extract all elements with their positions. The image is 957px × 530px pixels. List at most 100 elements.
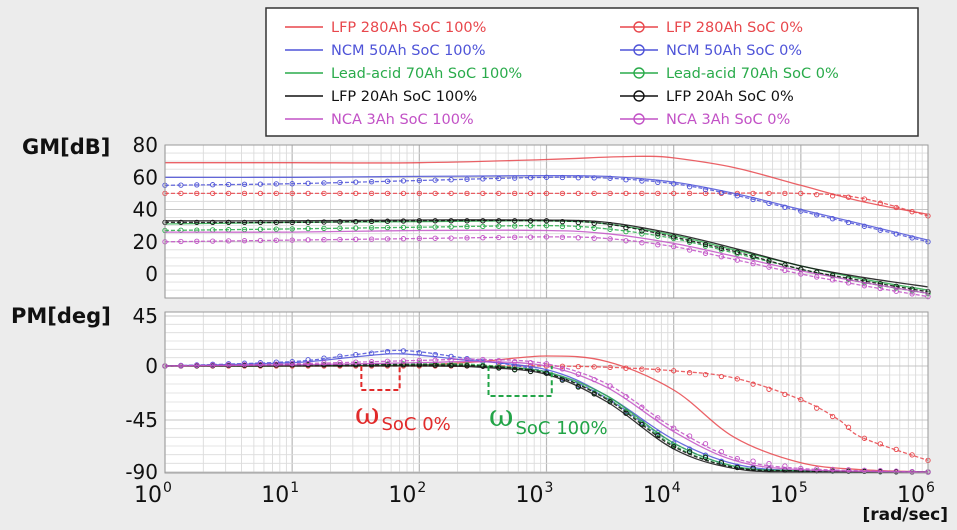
gain-series-marker: [623, 225, 629, 231]
gain-ytick-label: 0: [145, 262, 158, 286]
gain-series-marker: [496, 223, 502, 229]
gain-series-marker: [273, 237, 279, 243]
phase-series-marker: [178, 363, 184, 369]
phase-series-marker: [416, 357, 422, 364]
gain-series-marker: [448, 190, 454, 197]
gain-series-marker: [178, 190, 184, 197]
gain-series-marker: [814, 274, 820, 280]
x-tick-label: 106: [897, 480, 935, 508]
gain-series-marker: [686, 184, 693, 190]
legend-swatch-marker: [633, 44, 645, 56]
gain-series-marker: [750, 190, 756, 197]
phase-ytick-label: -90: [125, 460, 158, 484]
gain-series-marker: [384, 178, 391, 184]
phase-series-marker: [607, 383, 613, 389]
gain-series-marker: [845, 219, 852, 226]
gain-series-marker: [702, 250, 709, 256]
gain-series-marker: [257, 190, 264, 197]
phase-series-marker: [861, 435, 868, 441]
gain-series-marker: [384, 224, 391, 231]
phase-series-marker: [877, 441, 883, 447]
x-tick-label: 105: [770, 480, 808, 508]
phase-series-marker: [194, 362, 200, 369]
gain-series-marker: [702, 190, 709, 197]
phase-series-marker: [225, 362, 232, 368]
gain-series-marker: [225, 190, 232, 197]
x-axis-unit-label: [rad/sec]: [863, 505, 949, 525]
gain-series-marker: [750, 253, 756, 260]
gain-series-marker: [305, 190, 311, 197]
gain-series-marker: [639, 231, 645, 237]
gain-series-marker: [527, 234, 534, 240]
phase-series-marker: [353, 362, 359, 368]
gain-series-marker: [512, 234, 518, 240]
legend-swatch-marker: [633, 21, 645, 33]
gain-series-marker: [210, 219, 216, 226]
legend-box: [265, 7, 919, 137]
phase-series-marker: [655, 367, 661, 373]
gain-series-marker: [337, 190, 343, 197]
gain-series-marker: [607, 221, 613, 228]
phase-series-marker: [464, 356, 470, 363]
gain-series-marker: [734, 257, 740, 263]
gain-series-marker: [893, 231, 899, 237]
gain-series-marker: [432, 224, 438, 230]
gain-ytick-label: 80: [133, 133, 158, 157]
phase-series-marker: [368, 359, 375, 365]
gain-series-marker: [464, 223, 470, 230]
gain-series-marker: [861, 283, 868, 289]
gain-series-marker: [305, 219, 311, 225]
gain-series-marker: [178, 182, 184, 188]
phase-series-marker: [686, 433, 693, 439]
omega-soc100-label: ω SoC 100%: [489, 399, 608, 439]
gain-series-marker: [909, 235, 915, 241]
gain-series-marker: [671, 234, 677, 240]
phase-series-marker: [305, 357, 311, 363]
legend-entry-label: LFP 20Ah SoC 100%: [331, 89, 477, 105]
gain-series-marker: [416, 190, 422, 197]
gain-series-marker: [798, 208, 804, 214]
gain-ytick-label: 20: [133, 230, 158, 254]
phase-series-marker: [384, 348, 391, 355]
gain-ytick-label: 60: [133, 165, 158, 189]
gain-series-marker: [512, 218, 518, 224]
gain-series-line: [165, 155, 929, 215]
phase-series-marker: [909, 452, 915, 458]
phase-series-marker: [845, 467, 852, 473]
phase-series-marker: [639, 366, 645, 372]
gain-series-marker: [337, 179, 343, 186]
gain-series-marker: [353, 236, 359, 242]
gain-series-marker: [798, 271, 804, 277]
gain-series-marker: [337, 236, 343, 243]
phase-series-marker: [718, 373, 725, 380]
gain-series-marker: [591, 175, 597, 181]
gain-series-marker: [480, 235, 486, 241]
gain-series-marker: [607, 175, 613, 181]
legend-entry-label: LFP 20Ah SoC 0%: [666, 89, 794, 105]
phase-series-marker: [432, 351, 438, 358]
gain-series-marker: [305, 180, 311, 186]
gain-series-marker: [782, 267, 788, 274]
gain-series-marker: [273, 190, 279, 197]
gain-series-marker: [210, 190, 216, 197]
gain-series-marker: [512, 190, 518, 197]
phase-series-marker: [512, 359, 518, 365]
gain-series-marker: [639, 240, 645, 246]
phase-series-marker: [337, 353, 343, 359]
gain-series-marker: [559, 223, 566, 230]
gain-series-marker: [225, 219, 232, 226]
gain-series-marker: [432, 177, 438, 183]
phase-series-marker: [766, 386, 772, 392]
phase-series-marker: [480, 356, 486, 363]
phase-ytick-label: 45: [133, 304, 158, 328]
phase-series-marker: [480, 363, 486, 369]
gain-series-marker: [448, 235, 454, 241]
phase-series-marker: [734, 464, 740, 471]
phase-series-marker: [718, 460, 725, 466]
gain-series-marker: [686, 190, 693, 197]
legend-swatch-marker: [633, 90, 645, 102]
gain-series-marker: [448, 218, 454, 224]
gain-series-marker: [766, 258, 772, 264]
phase-series-marker: [639, 421, 645, 428]
phase-frame: [164, 311, 929, 474]
